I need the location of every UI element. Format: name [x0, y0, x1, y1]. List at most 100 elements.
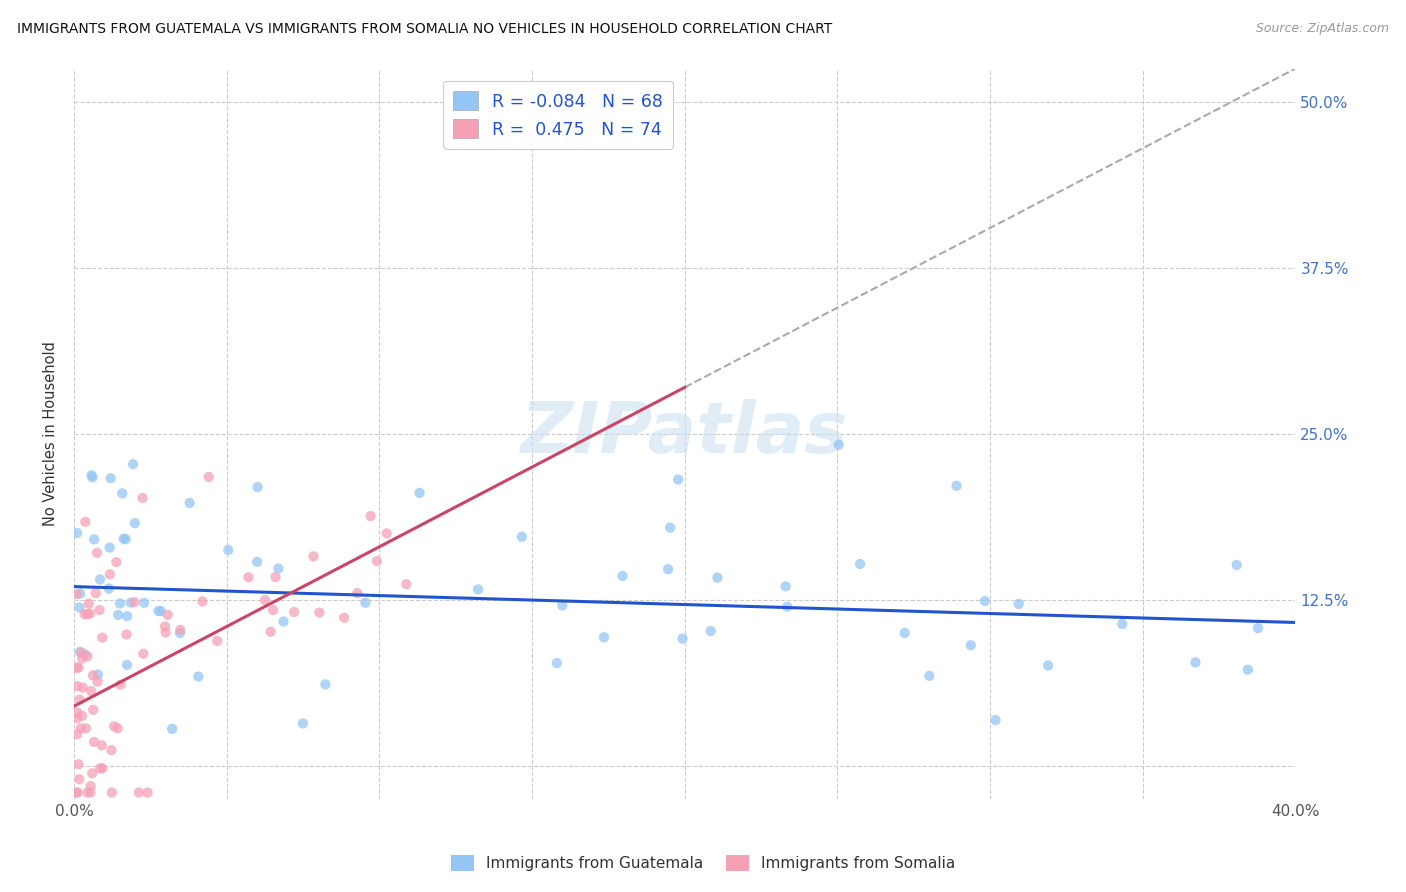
- Point: [114, 533, 136, 547]
- Point: [333, 611, 356, 625]
- Point: [1237, 663, 1260, 677]
- Point: [67, 600, 90, 615]
- Point: [86, 546, 108, 560]
- Point: [76, 649, 98, 664]
- Point: [593, 630, 616, 644]
- Point: [207, 634, 229, 648]
- Point: [75, 721, 97, 735]
- Text: ZIPatlas: ZIPatlas: [522, 400, 848, 468]
- Point: [70, 646, 93, 660]
- Point: [66, 587, 89, 601]
- Point: [1008, 597, 1031, 611]
- Point: [86, 674, 108, 689]
- Point: [98, 567, 121, 582]
- Point: [179, 496, 201, 510]
- Point: [291, 716, 314, 731]
- Point: [69, 645, 91, 659]
- Point: [128, 785, 150, 799]
- Point: [79, 785, 101, 799]
- Point: [308, 606, 330, 620]
- Point: [80, 779, 103, 793]
- Point: [82, 766, 104, 780]
- Point: [828, 438, 851, 452]
- Point: [671, 632, 693, 646]
- Point: [69, 587, 91, 601]
- Point: [467, 582, 489, 597]
- Point: [273, 615, 295, 629]
- Point: [67, 757, 90, 772]
- Point: [66, 706, 89, 720]
- Point: [70, 708, 93, 723]
- Point: [69, 722, 91, 736]
- Point: [134, 596, 156, 610]
- Point: [959, 638, 981, 652]
- Point: [238, 570, 260, 584]
- Y-axis label: No Vehicles in Household: No Vehicles in Household: [44, 342, 58, 526]
- Point: [191, 594, 214, 608]
- Point: [366, 554, 388, 568]
- Point: [79, 607, 101, 621]
- Point: [83, 533, 105, 547]
- Point: [169, 626, 191, 640]
- Point: [73, 607, 96, 622]
- Point: [302, 549, 325, 564]
- Point: [973, 594, 995, 608]
- Point: [1038, 658, 1060, 673]
- Point: [89, 573, 111, 587]
- Point: [659, 520, 682, 534]
- Point: [76, 607, 98, 621]
- Point: [360, 509, 382, 524]
- Point: [314, 677, 336, 691]
- Point: [82, 703, 104, 717]
- Point: [66, 526, 89, 541]
- Point: [75, 515, 97, 529]
- Point: [264, 570, 287, 584]
- Point: [91, 631, 114, 645]
- Point: [87, 667, 110, 681]
- Point: [115, 627, 138, 641]
- Point: [132, 647, 155, 661]
- Point: [111, 486, 134, 500]
- Point: [124, 516, 146, 530]
- Point: [72, 651, 94, 665]
- Point: [66, 785, 89, 799]
- Point: [267, 561, 290, 575]
- Point: [260, 624, 283, 639]
- Point: [1184, 656, 1206, 670]
- Point: [666, 473, 689, 487]
- Point: [66, 711, 89, 725]
- Point: [82, 668, 104, 682]
- Point: [101, 785, 124, 799]
- Point: [72, 681, 94, 695]
- Point: [153, 619, 176, 633]
- Point: [84, 586, 107, 600]
- Point: [100, 471, 122, 485]
- Point: [69, 692, 91, 706]
- Point: [1247, 621, 1270, 635]
- Point: [80, 684, 103, 698]
- Point: [105, 555, 128, 569]
- Point: [893, 626, 915, 640]
- Point: [776, 599, 799, 614]
- Point: [551, 599, 574, 613]
- Point: [984, 713, 1007, 727]
- Point: [657, 562, 679, 576]
- Point: [169, 623, 191, 637]
- Point: [148, 604, 170, 618]
- Point: [1111, 617, 1133, 632]
- Point: [66, 679, 89, 693]
- Text: IMMIGRANTS FROM GUATEMALA VS IMMIGRANTS FROM SOMALIA NO VEHICLES IN HOUSEHOLD CO: IMMIGRANTS FROM GUATEMALA VS IMMIGRANTS …: [17, 22, 832, 37]
- Point: [73, 648, 96, 662]
- Point: [262, 603, 284, 617]
- Point: [107, 721, 129, 735]
- Point: [1226, 558, 1249, 572]
- Point: [103, 719, 125, 733]
- Point: [100, 743, 122, 757]
- Point: [354, 596, 377, 610]
- Point: [136, 785, 159, 799]
- Point: [110, 678, 132, 692]
- Point: [918, 669, 941, 683]
- Point: [253, 593, 276, 607]
- Point: [197, 470, 219, 484]
- Text: Source: ZipAtlas.com: Source: ZipAtlas.com: [1256, 22, 1389, 36]
